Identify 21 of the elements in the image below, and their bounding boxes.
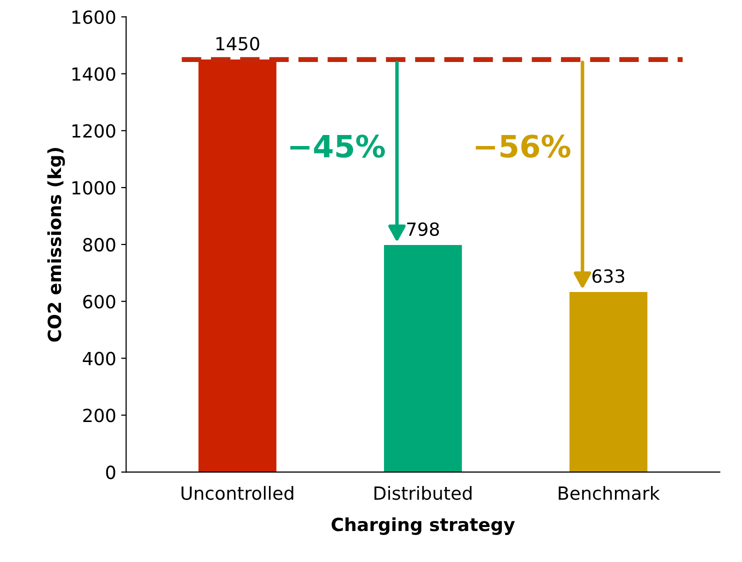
y-tick-label: 200 [83, 408, 116, 422]
y-tick-label: 1200 [72, 124, 116, 138]
data-label: 798 [407, 222, 439, 236]
data-label: 1450 [216, 36, 260, 50]
bar [569, 292, 648, 472]
annotation: −56% [476, 134, 570, 158]
x-tick-label: Distributed [374, 486, 472, 500]
y-tick-label: 1600 [72, 10, 116, 24]
data-label: 633 [592, 269, 624, 283]
bar [384, 245, 462, 472]
y-axis-title: CO2 emissions (kg) [47, 148, 65, 342]
y-tick-label: 400 [82, 352, 116, 366]
y-tick-label: 800 [83, 238, 116, 252]
x-tick-label: Benchmark [558, 486, 660, 500]
x-axis-title: Charging strategy [332, 517, 515, 535]
annotation: −45% [290, 134, 385, 158]
y-tick-label: 1400 [72, 67, 116, 81]
y-tick-label: 600 [83, 294, 116, 308]
y-tick-label: 1000 [72, 181, 116, 195]
y-tick-label: 0 [106, 466, 116, 480]
x-tick-label: Uncontrolled [182, 486, 294, 500]
